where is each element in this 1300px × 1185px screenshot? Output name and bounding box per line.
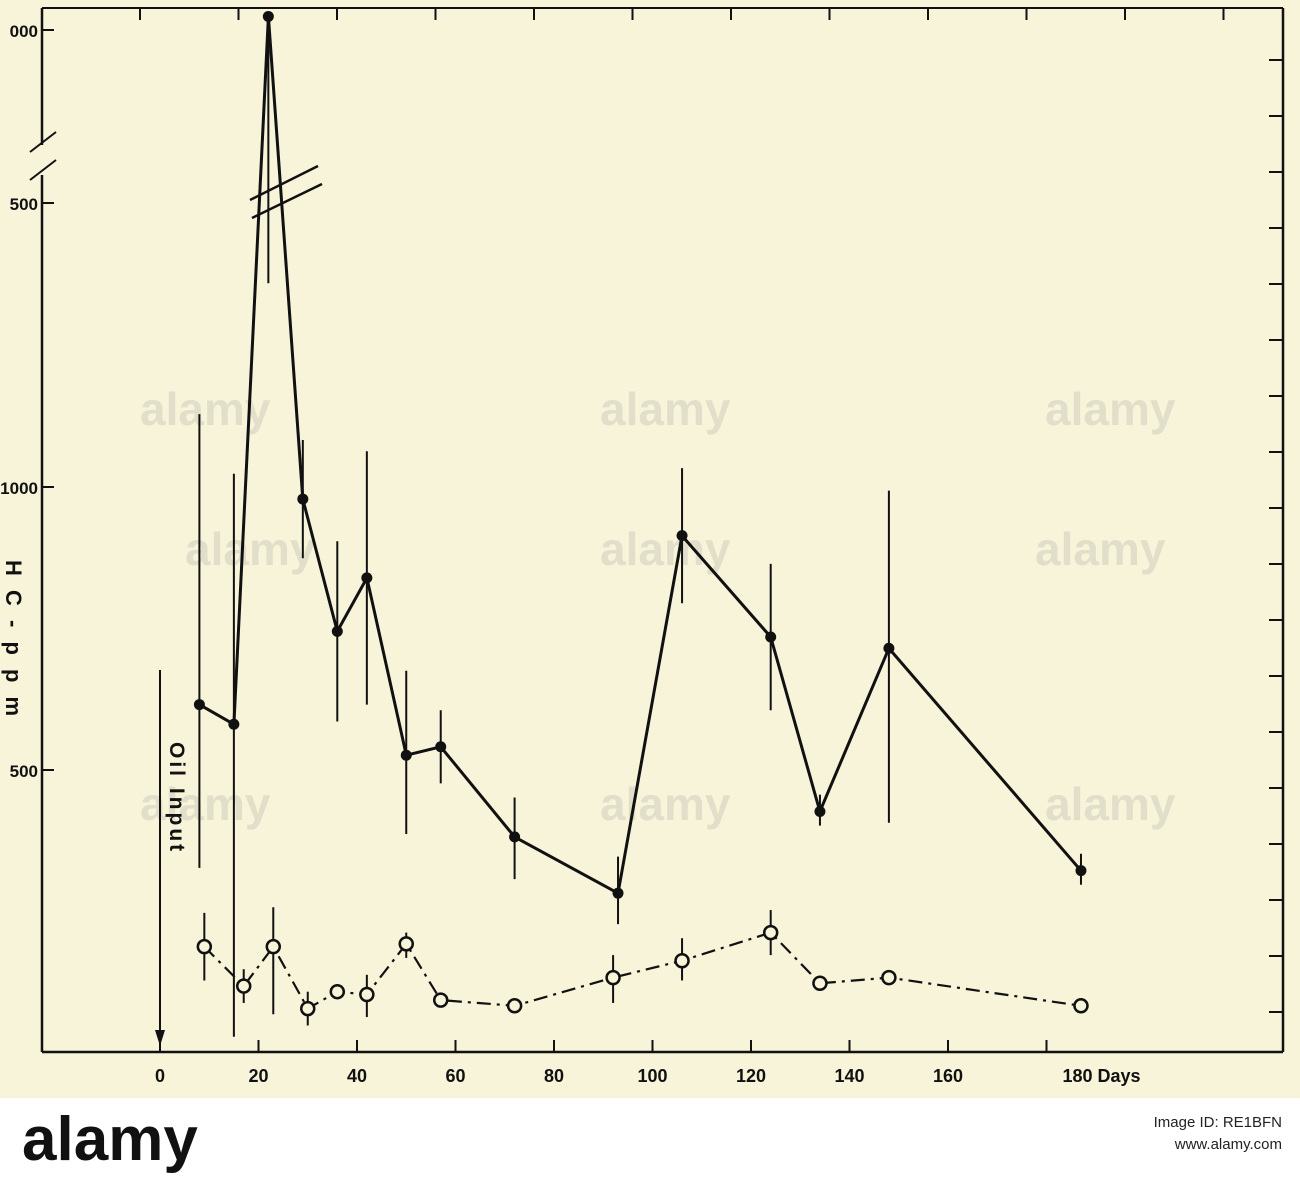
data-point [329,983,346,1000]
data-point [1075,865,1087,877]
data-point [883,642,895,654]
watermark-text: alamy [185,523,316,575]
footer-logo: alamy [22,1105,198,1174]
watermark-text: alamy [1045,778,1176,830]
data-point [612,887,624,899]
data-point [676,530,688,542]
x-tick-label: 0 [155,1066,165,1086]
data-point [398,936,414,952]
x-tick-label: 40 [347,1066,367,1086]
data-point [262,10,274,22]
footer-logo-text: alamy [22,1105,198,1174]
image-id-label: Image ID: RE1BFN [1153,1114,1282,1131]
data-point [762,924,779,941]
x-tick-label: 140 [834,1066,864,1086]
chart-background [0,0,1300,1098]
data-point [674,952,690,969]
site-url: www.alamy.com [1174,1136,1282,1153]
series-open [196,907,1089,1026]
peak-break-mark [249,164,319,202]
data-point [765,631,777,643]
watermark-text: alamy [140,778,271,830]
peak-break-mark [251,182,323,220]
data-point [881,969,897,986]
oil-input-arrow-head [155,1030,165,1046]
data-point [193,699,205,711]
y-tick-label: 1000 [0,479,38,498]
watermark-text: alamy [1045,383,1176,435]
data-point [300,1000,316,1017]
data-point [265,938,282,955]
y-tick-label: 000 [10,22,38,41]
axes: 000 500 1000 500 H C - p p m 0 20 40 60 80 100 120 1… [0,7,1285,1086]
x-tick-label: 120 [736,1066,766,1086]
footer-bar [0,1098,1300,1185]
data-point [605,969,621,986]
x-tick-label: 80 [544,1066,564,1086]
data-point [359,986,375,1003]
y-tick-label: 500 [10,762,38,781]
data-point [506,998,523,1014]
watermark-text: alamy [600,383,731,435]
x-tick-label: 60 [445,1066,465,1086]
data-point [196,938,213,955]
data-point [814,806,826,818]
data-point [432,992,449,1008]
data-point [509,831,521,843]
y-axis-break-mark [29,131,57,153]
data-point [812,975,828,992]
data-point [228,718,240,730]
watermark-text: alamy [600,778,731,830]
data-point [435,741,447,753]
y-tick-label: 500 [10,195,38,214]
data-point [297,493,309,505]
watermark-text: alamy [1035,523,1166,575]
oil-input-label: Oil Input [165,742,188,854]
annotation-layer: Oil Input [155,670,188,1046]
data-point [235,978,252,994]
x-tick-label: 160 [933,1066,963,1086]
x-tick-label: 100 [637,1066,667,1086]
series-layer [193,10,1089,1037]
footer-info: Image ID: RE1BFN www.alamy.com [1154,1112,1282,1156]
data-point [361,572,373,584]
y-axis-label: H C - p p m [1,560,26,720]
x-tick-label: 20 [248,1066,268,1086]
data-point [331,625,343,637]
series-filled [193,10,1087,1037]
x-tick-label: 180 Days [1062,1066,1140,1086]
data-point [1073,998,1089,1014]
data-point [400,749,412,761]
y-axis-break-mark [29,159,57,181]
